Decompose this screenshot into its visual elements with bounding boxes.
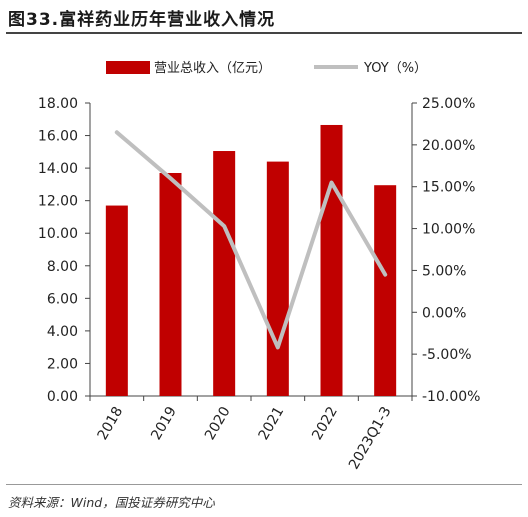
revenue-bar [266,161,289,396]
revenue-bar [159,172,182,396]
x-axis-tick-label: 2020 [202,404,234,443]
left-axis-tick-label: 18.00 [38,96,78,112]
source-note: 资料来源：Wind，国投证券研究中心 [8,495,215,510]
left-axis-tick-label: 10.00 [38,226,78,242]
right-axis-tick-label: 25.00% [422,96,475,112]
left-axis-tick-label: 0.00 [47,389,78,405]
revenue-bar [105,205,128,396]
revenue-bar [374,185,397,396]
left-axis-tick-label: 12.00 [38,194,78,210]
revenue-bar [320,124,343,396]
left-axis-tick-label: 2.00 [47,356,78,372]
right-axis-tick-label: -10.00% [422,389,480,405]
left-axis-tick-label: 8.00 [47,259,78,275]
title-bar: 图33.富祥药业历年营业收入情况 [6,2,522,34]
x-axis-tick-label: 2018 [95,404,127,443]
revenue-bar [213,151,236,396]
footer-divider [6,484,522,485]
yoy-line [114,130,388,350]
left-axis-tick-label: 14.00 [38,161,78,177]
x-axis-tick-label: 2023Q1-3 [346,404,395,472]
right-axis-tick-label: 20.00% [422,138,475,154]
legend-label-yoy: YOY（%） [363,61,427,76]
right-axis-tick-label: 10.00% [422,222,475,238]
x-axis-tick-label: 2021 [256,404,288,443]
x-axis-tick-label: 2019 [148,404,180,443]
right-axis-tick-label: 5.00% [422,263,466,279]
left-axis-tick-label: 4.00 [47,324,78,340]
legend-label-revenue: 营业总收入（亿元） [154,61,271,76]
chart-title: 图33.富祥药业历年营业收入情况 [8,10,276,30]
right-axis-tick-label: 15.00% [422,180,475,196]
left-axis-tick-label: 6.00 [47,291,78,307]
right-axis-tick-label: -5.00% [422,347,472,363]
legend-swatch-revenue [106,61,150,74]
left-axis-tick-label: 16.00 [38,129,78,145]
x-axis-tick-label: 2022 [309,404,341,443]
right-axis-tick-label: 0.00% [422,305,466,321]
